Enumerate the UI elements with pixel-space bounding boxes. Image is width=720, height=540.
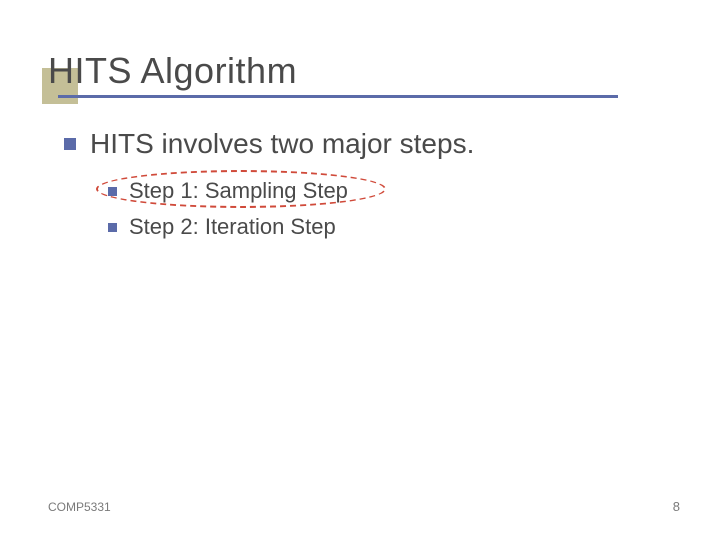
level2-group: Step 1: Sampling Step Step 2: Iteration … bbox=[108, 178, 720, 240]
square-bullet-icon bbox=[64, 138, 76, 150]
bullet-level2: Step 1: Sampling Step bbox=[108, 178, 720, 204]
square-bullet-icon bbox=[108, 187, 117, 196]
title-block: HITS Algorithm bbox=[48, 50, 720, 92]
content-area: HITS involves two major steps. Step 1: S… bbox=[64, 128, 720, 240]
footer-text: COMP5331 bbox=[48, 500, 111, 514]
level2-text: Step 2: Iteration Step bbox=[129, 214, 336, 240]
bullet-level2: Step 2: Iteration Step bbox=[108, 214, 720, 240]
slide: HITS Algorithm HITS involves two major s… bbox=[0, 0, 720, 540]
level1-text: HITS involves two major steps. bbox=[90, 128, 474, 160]
bullet-level1: HITS involves two major steps. bbox=[64, 128, 720, 160]
page-number: 8 bbox=[673, 499, 680, 514]
title-underline bbox=[58, 95, 618, 98]
square-bullet-icon bbox=[108, 223, 117, 232]
level2-text: Step 1: Sampling Step bbox=[129, 178, 348, 204]
slide-title: HITS Algorithm bbox=[48, 50, 720, 92]
